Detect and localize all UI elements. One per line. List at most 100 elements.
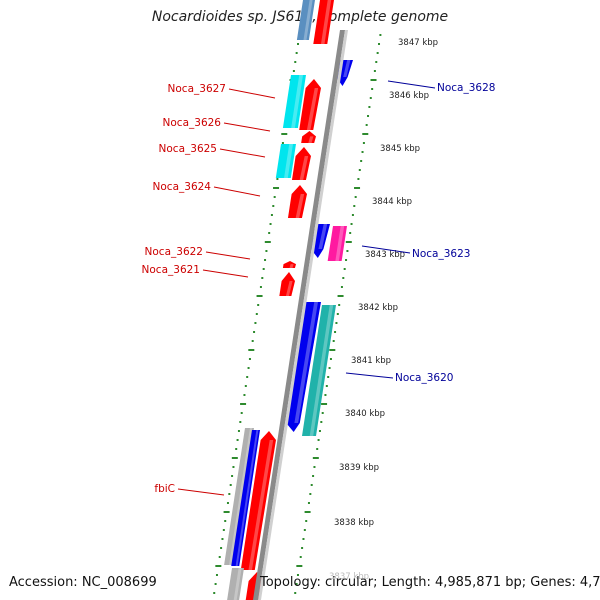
inner-tick-mark — [215, 565, 222, 567]
svg-text:Noca_3626: Noca_3626 — [163, 117, 222, 129]
feature-top-red[interactable] — [313, 0, 334, 44]
feature-noca-3624[interactable] — [287, 185, 307, 218]
outer-tick-mark — [369, 97, 372, 99]
outer-tick-mark — [378, 43, 381, 45]
inner-tick-mark — [261, 277, 264, 279]
feature-noca-3623-magenta[interactable] — [327, 226, 347, 261]
outer-tick-mark — [305, 520, 308, 522]
inner-tick-mark — [244, 385, 247, 387]
scale-label-3840: 3840 kbp — [345, 409, 385, 419]
svg-text:Noca_3622: Noca_3622 — [145, 246, 203, 258]
outer-tick-mark — [340, 286, 343, 288]
outer-tick-mark — [332, 340, 335, 342]
outer-tick-mark — [368, 106, 371, 108]
feature-top-steelblue[interactable] — [296, 0, 315, 40]
inner-tick-mark — [223, 511, 230, 513]
outer-tick-mark — [346, 250, 349, 252]
outer-tick-mark — [296, 565, 303, 567]
inner-tick-mark — [269, 223, 272, 225]
svg-text:Noca_3621: Noca_3621 — [142, 264, 200, 276]
outer-tick-mark — [301, 547, 304, 549]
outer-tick-mark — [317, 439, 320, 441]
feature-fbic-gray[interactable] — [224, 428, 254, 565]
svg-text:Noca_3627: Noca_3627 — [168, 83, 226, 95]
inner-tick-mark — [273, 187, 280, 189]
svg-text:Noca_3628: Noca_3628 — [437, 82, 495, 94]
scale-label-3843: 3843 kbp — [365, 250, 405, 260]
outer-tick-mark — [345, 241, 352, 243]
feature-noca-3625-cyan[interactable] — [275, 144, 296, 178]
feature-noca-3620-teal[interactable] — [302, 305, 336, 436]
outer-tick-mark — [309, 493, 312, 495]
svg-text:Noca_3624: Noca_3624 — [153, 181, 212, 193]
feature-noca-3625-red[interactable] — [291, 147, 311, 180]
inner-tick-mark — [229, 484, 232, 486]
outer-tick-mark — [379, 34, 382, 36]
scale-label-3838: 3838 kbp — [334, 518, 374, 528]
scale-label-3842: 3842 kbp — [358, 303, 398, 313]
inner-tick-mark — [218, 556, 221, 558]
inner-tick-mark — [226, 502, 229, 504]
gene-label-noca-3627[interactable]: Noca_3627 — [168, 83, 276, 99]
inner-tick-mark — [240, 412, 243, 414]
genome-summary-text: Topology: circular; Length: 4,985,871 bp… — [260, 575, 600, 590]
feature-noca-3622[interactable] — [282, 261, 296, 268]
outer-tick-mark — [343, 268, 346, 270]
inner-tick-mark — [259, 286, 262, 288]
inner-tick-mark — [292, 70, 295, 72]
scale-label-3839: 3839 kbp — [339, 463, 379, 473]
inner-tick-mark — [222, 529, 225, 531]
feature-noca-3627-red[interactable] — [299, 79, 321, 130]
feature-noca-3627-cyan[interactable] — [282, 75, 306, 128]
outer-tick-mark — [316, 448, 319, 450]
outer-tick-mark — [321, 403, 328, 405]
inner-tick-mark — [255, 313, 258, 315]
feature-fbic-blue[interactable] — [231, 430, 260, 566]
accession-text: Accession: NC_008699 — [9, 575, 157, 590]
inner-tick-mark — [262, 268, 265, 270]
outer-tick-mark — [321, 412, 324, 414]
outer-tick-mark — [349, 232, 352, 234]
feature-noca-3626[interactable] — [301, 131, 316, 143]
gene-label-fbic[interactable]: fbiC — [154, 483, 225, 496]
outer-tick-mark — [295, 583, 298, 585]
gene-label-noca-3623[interactable]: Noca_3623 — [361, 245, 470, 260]
gene-label-noca-3622[interactable]: Noca_3622 — [145, 246, 251, 260]
genome-backbone-highlight — [258, 30, 348, 600]
gene-label-noca-3620[interactable]: Noca_3620 — [345, 372, 453, 384]
outer-tick-mark — [361, 151, 364, 153]
inner-tick-mark — [281, 133, 288, 135]
inner-tick-mark — [239, 421, 242, 423]
inner-tick-mark — [272, 205, 275, 207]
inner-tick-mark — [247, 367, 250, 369]
feature-noca-3621[interactable] — [279, 272, 295, 296]
outer-tick-mark — [329, 358, 332, 360]
inner-tick-mark — [243, 394, 246, 396]
outer-tick-mark — [312, 475, 315, 477]
outer-tick-mark — [371, 88, 374, 90]
inner-tick-mark — [297, 43, 300, 45]
inner-tick-mark — [236, 439, 239, 441]
inner-tick-mark — [221, 538, 224, 540]
outer-tick-mark — [328, 367, 331, 369]
inner-tick-mark — [294, 61, 297, 63]
inner-tick-mark — [254, 322, 257, 324]
outer-tick-mark — [304, 511, 311, 513]
outer-tick-mark — [296, 574, 299, 576]
inner-tick-mark — [235, 448, 238, 450]
gene-label-noca-3624[interactable]: Noca_3624 — [153, 181, 261, 197]
gene-label-noca-3625[interactable]: Noca_3625 — [159, 143, 266, 158]
inner-tick-mark — [248, 349, 255, 351]
outer-tick-mark — [312, 457, 319, 459]
gene-label-noca-3628[interactable]: Noca_3628 — [387, 80, 495, 94]
gene-label-noca-3621[interactable]: Noca_3621 — [142, 264, 249, 278]
feature-bottom-gray[interactable] — [227, 568, 244, 600]
inner-tick-mark — [295, 52, 298, 54]
inner-tick-mark — [253, 331, 256, 333]
inner-tick-mark — [224, 520, 227, 522]
gene-label-noca-3626[interactable]: Noca_3626 — [163, 117, 271, 132]
outer-tick-mark — [373, 70, 376, 72]
feature-fbic-red[interactable] — [240, 431, 276, 570]
outer-tick-mark — [345, 259, 348, 261]
feature-noca-3620-blue[interactable] — [286, 302, 321, 432]
